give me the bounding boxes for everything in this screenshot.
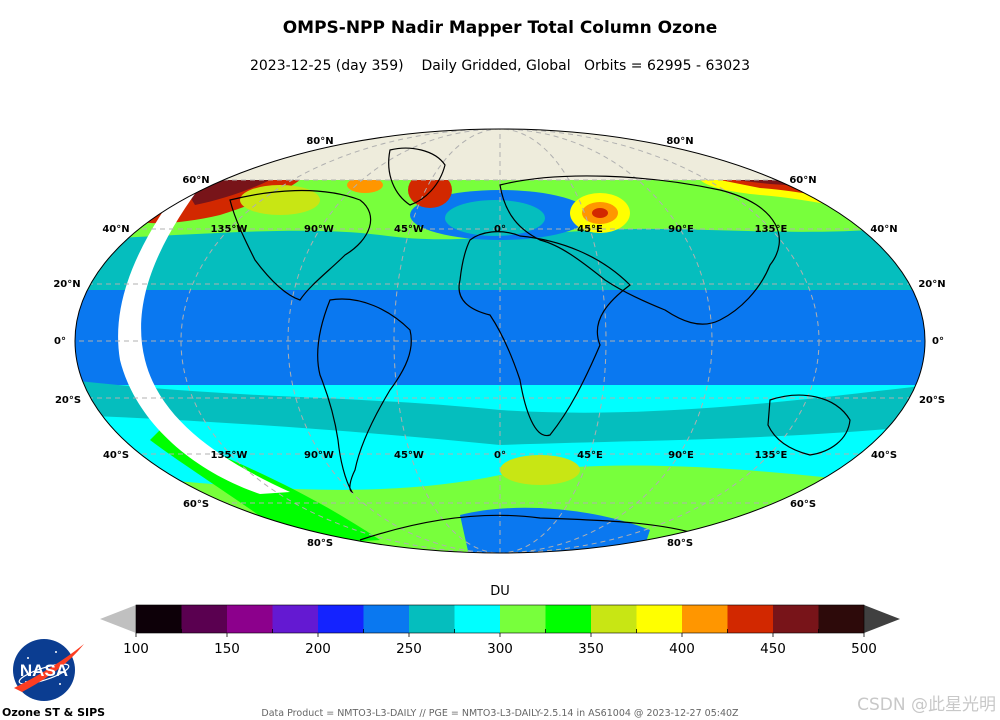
ozone-map: 80°N 60°N 40°N 20°N 0° 20°S 40°S 60°S 80… [53, 128, 946, 554]
lat-label-right: 20°S [919, 395, 945, 406]
data-product-note: Data Product = NMTO3-L3-DAILY // PGE = N… [261, 708, 739, 719]
lat-label-left: 0° [54, 336, 66, 347]
lon-label-south: 90°E [668, 450, 694, 461]
colorbar-cell [727, 605, 774, 633]
colorbar-cell [454, 605, 501, 633]
map-title: OMPS-NPP Nadir Mapper Total Column Ozone [282, 18, 718, 38]
lat-label-left: 80°N [306, 136, 333, 147]
longitude-labels-south: 135°W 90°W 45°W 0° 45°E 90°E 135°E [211, 450, 788, 461]
latitude-labels-right: 80°N 60°N 40°N 20°N 0° 20°S 40°S 60°S 80… [666, 136, 945, 549]
lon-label-north: 135°W [211, 224, 248, 235]
colorbar-tick-label: 350 [578, 641, 604, 657]
lat-label-left: 40°S [103, 450, 129, 461]
lon-label-north: 90°W [304, 224, 334, 235]
south-america-coast [317, 298, 412, 494]
lat-label-left: 20°S [55, 395, 81, 406]
globe-outline [74, 128, 926, 554]
colorbar-cell [682, 605, 728, 633]
lat-label-right: 40°N [870, 224, 897, 235]
lon-label-south: 45°E [577, 450, 603, 461]
colorbar-tick-label: 400 [669, 641, 695, 657]
lon-label-north: 0° [494, 224, 506, 235]
orbit-gap [118, 180, 291, 494]
lon-label-south: 135°W [211, 450, 248, 461]
colorbar-cell [773, 605, 819, 633]
lat-label-right: 0° [932, 336, 944, 347]
watermark: CSDN @此星光明 [857, 695, 996, 715]
colorbar-tick-label: 450 [760, 641, 786, 657]
lon-label-north: 45°W [394, 224, 424, 235]
ozone-high-eurasia-core [592, 208, 608, 218]
colorbar-cell [363, 605, 410, 633]
lon-label-north: 90°E [668, 224, 694, 235]
greenland-coast [388, 147, 446, 206]
colorbar-unit-label: DU [490, 584, 510, 599]
latitude-labels-left: 80°N 60°N 40°N 20°N 0° 20°S 40°S 60°S 80… [53, 136, 333, 549]
lat-label-right: 60°S [790, 499, 816, 510]
lat-label-right: 20°N [918, 279, 945, 290]
colorbar [100, 604, 900, 637]
colorbar-cell [636, 605, 683, 633]
colorbar-cell [409, 605, 455, 633]
nasa-logo-text: NASA [20, 661, 68, 680]
coastlines [229, 147, 851, 541]
colorbar-tick-label: 300 [487, 641, 513, 657]
ozone-patch-north-america [240, 185, 320, 215]
longitude-labels-north: 135°W 90°W 45°W 0° 45°E 90°E 135°E [211, 224, 788, 235]
ozone-band-south-subtropics [75, 380, 925, 445]
africa-coast [458, 231, 631, 437]
org-name: Ozone ST & SIPS [2, 706, 106, 719]
lat-label-left: 40°N [102, 224, 129, 235]
antarctica-coast [359, 514, 701, 541]
lat-label-right: 80°N [666, 136, 693, 147]
colorbar-tick-label: 100 [123, 641, 149, 657]
north-america-coast [229, 189, 372, 301]
lat-label-left: 80°S [307, 538, 333, 549]
ozone-patch-south-atlantic [500, 455, 580, 485]
lon-label-south: 45°W [394, 450, 424, 461]
lon-label-south: 90°W [304, 450, 334, 461]
lat-label-right: 60°N [789, 175, 816, 186]
colorbar-tick-label: 250 [396, 641, 422, 657]
australia-coast [767, 394, 851, 456]
colorbar-cell [227, 605, 273, 633]
colorbar-tick-label: 500 [851, 641, 877, 657]
ozone-high-canada [347, 177, 383, 193]
lon-label-north: 45°E [577, 224, 603, 235]
colorbar-over-arrow [864, 605, 900, 633]
nasa-logo: NASA [13, 639, 84, 701]
colorbar-cell [181, 605, 228, 633]
map-subtitle: 2023-12-25 (day 359) Daily Gridded, Glob… [249, 58, 750, 74]
ozone-high-greenland [408, 172, 452, 208]
lat-label-left: 20°N [53, 279, 80, 290]
colorbar-under-arrow [100, 605, 136, 633]
graticule [75, 129, 925, 553]
colorbar-cell [272, 605, 319, 633]
colorbar-cell [818, 605, 865, 633]
lat-label-left: 60°N [182, 175, 209, 186]
lat-label-right: 40°S [871, 450, 897, 461]
lon-label-south: 135°E [755, 450, 788, 461]
colorbar-cell [318, 605, 364, 633]
colorbar-tick-label: 200 [305, 641, 331, 657]
lat-label-left: 60°S [183, 499, 209, 510]
lat-label-right: 80°S [667, 538, 693, 549]
lon-label-south: 0° [494, 450, 506, 461]
eurasia-coast [499, 175, 780, 325]
lon-label-north: 135°E [755, 224, 788, 235]
colorbar-cell [500, 605, 546, 633]
colorbar-cell [545, 605, 592, 633]
colorbar-tick-label: 150 [214, 641, 240, 657]
colorbar-cells [136, 605, 865, 633]
colorbar-cell [591, 605, 637, 633]
colorbar-cell [136, 605, 182, 633]
